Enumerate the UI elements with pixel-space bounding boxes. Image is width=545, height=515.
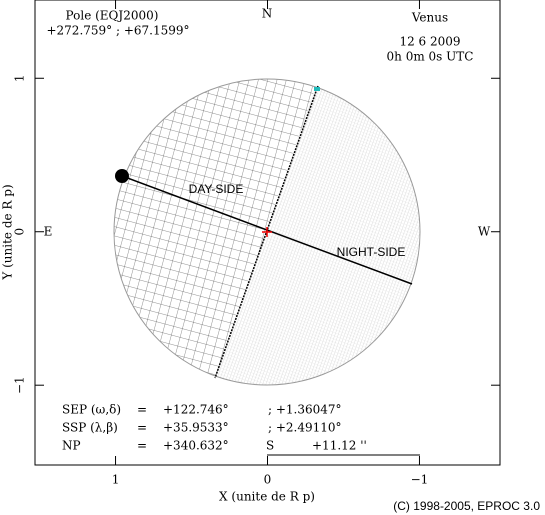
time: 0h 0m 0s UTC: [387, 50, 474, 64]
scale-label: S: [266, 439, 274, 453]
pole-dot: [115, 169, 129, 183]
info-text: =: [137, 421, 147, 435]
limb: [113, 78, 421, 386]
y-tick-label: 0: [13, 228, 27, 236]
night-side-label: NIGHT-SIDE: [337, 245, 406, 259]
info-text: SEP (ω,δ): [62, 403, 121, 417]
pole-value: +272.759° ; +67.1599°: [46, 24, 189, 38]
subsolar-mark: [314, 87, 320, 91]
info-text: NP: [62, 439, 81, 453]
x-tick-label: 1: [112, 473, 120, 487]
y-tick-label: −1: [13, 376, 27, 394]
scale-value: +11.12 '': [312, 439, 367, 453]
north: N: [262, 7, 273, 21]
globe: [114, 79, 420, 385]
info-text: =: [137, 439, 147, 453]
info-text: =: [137, 403, 147, 417]
info-text: SSP (λ,β): [62, 421, 118, 435]
y-tick-label: 1: [13, 74, 27, 82]
x-tick-label: −1: [411, 473, 429, 487]
day-side-label: DAY-SIDE: [189, 182, 244, 196]
east: E: [44, 225, 53, 239]
info-text: +340.632°: [163, 439, 229, 453]
west: W: [478, 225, 491, 239]
info-text: ; +1.36047°: [268, 403, 342, 417]
info-text: ; +2.49110°: [268, 421, 342, 435]
x-tick-label: 0: [264, 473, 272, 487]
info-text: +122.746°: [163, 403, 229, 417]
pole-label: Pole (EQJ2000): [66, 9, 159, 23]
chart-title: Venus: [411, 11, 448, 25]
copyright: (C) 1998-2005, EPROC 3.0: [393, 499, 540, 513]
info-text: +35.9533°: [163, 421, 229, 435]
date: 12 6 2009: [399, 35, 460, 49]
x-axis-label: X (unite de R p): [219, 490, 315, 504]
center-mark: [262, 227, 272, 237]
y-axis-label: Y (unite de R p): [1, 184, 15, 280]
